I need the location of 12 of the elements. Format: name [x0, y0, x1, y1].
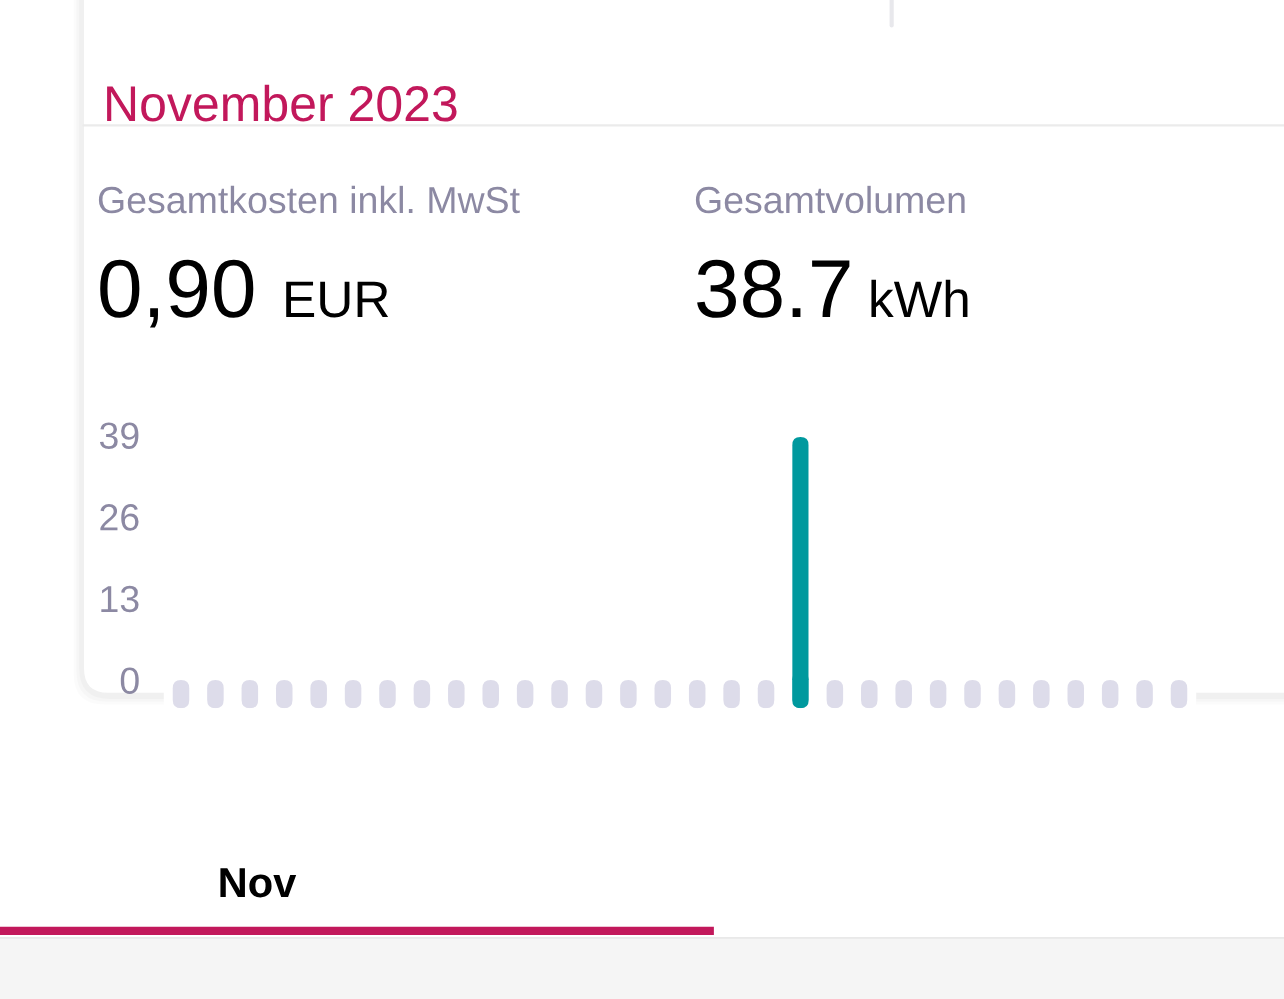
- y-tick-label: 26: [100, 504, 139, 531]
- y-tick-label: 0: [120, 667, 139, 694]
- text: 0,90: [100, 259, 254, 328]
- chart-title: November 2023: [107, 84, 457, 122]
- y-tick-label: 13: [101, 585, 139, 613]
- text: Gesamtvolumen: [695, 185, 965, 214]
- text: EUR: [286, 281, 389, 318]
- text: kWh: [871, 279, 968, 317]
- y-tick-label: 39: [99, 422, 139, 449]
- text: 38.7: [697, 259, 850, 318]
- text: Nov: [220, 868, 297, 898]
- text: Gesamtkosten inkl. MwSt: [98, 185, 520, 214]
